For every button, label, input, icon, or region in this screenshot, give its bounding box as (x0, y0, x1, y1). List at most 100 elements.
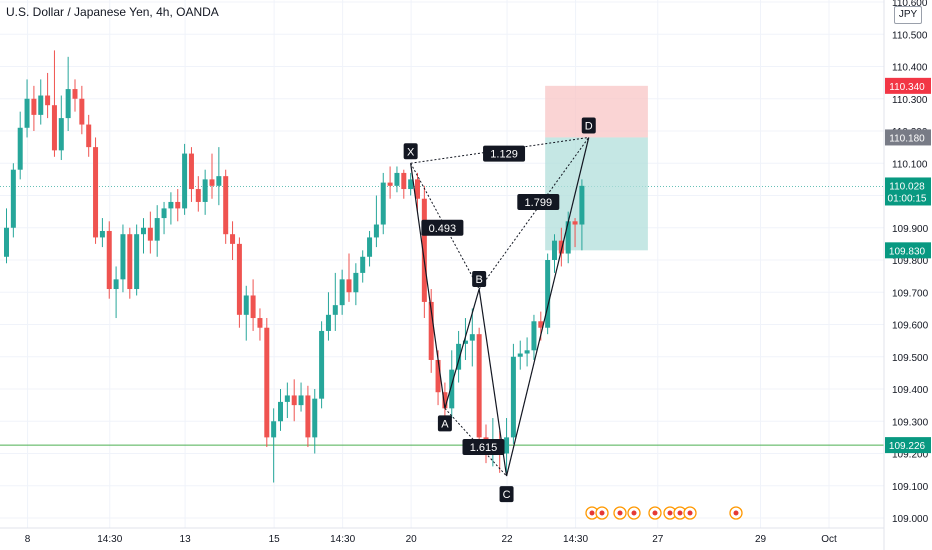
candle-body (353, 272, 359, 293)
event-dot-icon (652, 510, 658, 516)
candle-body (127, 234, 133, 290)
pattern-point-box[interactable] (437, 415, 452, 432)
event-icons-layer[interactable] (585, 506, 743, 520)
price-label-box[interactable] (885, 77, 931, 94)
price-label-box[interactable] (885, 177, 931, 206)
candle-body (72, 89, 78, 99)
price-tick-label: 109.700 (892, 288, 929, 299)
price-tick-label: 110.300 (892, 95, 928, 106)
candle-body (209, 179, 215, 186)
candle-body (168, 201, 174, 209)
candle-body (264, 327, 270, 438)
price-label: 109.226 (889, 441, 926, 452)
candle-body (421, 198, 427, 302)
candle-body (325, 314, 331, 331)
pattern-leg-XA[interactable] (410, 163, 446, 409)
candle-body (120, 234, 126, 280)
price-label: 110.340 (889, 82, 925, 93)
candle-body (312, 398, 318, 438)
time-tick-label: 14:30 (563, 534, 588, 545)
price-tick-label: 110.600 (892, 0, 928, 9)
price-tick-label: 110.100 (892, 159, 928, 170)
horizontal-line-layer[interactable] (0, 185, 884, 446)
candle-body (99, 230, 105, 238)
time-tick-label: 14:30 (330, 534, 355, 545)
ratio-label: 0.493 (429, 223, 457, 235)
candle-body (17, 127, 23, 170)
short-position-tool[interactable] (545, 85, 648, 251)
event-dot-icon (589, 510, 595, 516)
price-tick-label: 110.400 (892, 63, 928, 74)
candle-body (58, 118, 64, 151)
price-axis[interactable]: 109.000 109.100 109.200 109.300 109.400 109.5… (883, 0, 931, 550)
ratio-label-box[interactable] (462, 439, 505, 456)
ratio-label-box[interactable] (483, 145, 526, 162)
take-profit-zone[interactable] (545, 137, 648, 251)
pattern-point-label: B (475, 274, 482, 286)
pattern-leg-AB[interactable] (444, 288, 480, 409)
chart-title: U.S. Dollar / Japanese Yen, 4h, OANDA (6, 5, 219, 19)
event-dot-icon (667, 510, 673, 516)
candle-body (538, 321, 544, 328)
candle-body (230, 234, 236, 244)
price-label-box[interactable] (885, 437, 931, 454)
candle-body (476, 334, 482, 438)
candle-body (380, 182, 386, 225)
candle-body (504, 437, 510, 454)
currency-badge[interactable]: JPY (894, 6, 922, 24)
candle-body (387, 182, 393, 186)
candle-body (545, 260, 551, 328)
stop-loss-zone[interactable] (545, 85, 648, 138)
ratio-label-box[interactable] (517, 193, 560, 210)
candles-layer (4, 50, 585, 483)
candle-body (134, 234, 140, 290)
candle-body (291, 395, 297, 406)
price-tick-label: 109.400 (892, 385, 929, 396)
ratio-label: 1.129 (490, 149, 518, 161)
pattern-leg-CD[interactable] (505, 137, 590, 477)
pattern-point-box[interactable] (499, 486, 514, 503)
candle-body (469, 334, 475, 341)
candle-body (339, 279, 345, 306)
event-dot-icon (599, 510, 605, 516)
candle-body (284, 395, 290, 402)
price-tick-label: 109.500 (892, 353, 929, 364)
candle-body (579, 185, 585, 225)
pattern-point-box[interactable] (403, 143, 418, 160)
time-tick-label: 27 (652, 534, 664, 545)
time-axis[interactable]: 8 14:30 13 15 14:30 20 22 14:30 27 29 Oct (0, 527, 884, 545)
candle-body (346, 279, 352, 293)
candle-body (428, 301, 434, 360)
candle-body (188, 153, 194, 190)
time-tick-label: 8 (25, 534, 31, 545)
harmonic-pattern-layer[interactable]: 1.129 0.493 1.799 1.615 X A B C D (403, 117, 596, 503)
ratio-label-box[interactable] (421, 219, 464, 236)
pattern-point-label: X (407, 146, 415, 158)
candle-body (31, 98, 37, 115)
candle-body (332, 305, 338, 315)
candle-body (558, 240, 564, 254)
candle-body (517, 353, 523, 357)
candle-body (182, 153, 188, 209)
candle-body (531, 321, 537, 351)
time-tick-label: 22 (501, 534, 513, 545)
candle-body (202, 179, 208, 202)
candle-body (147, 227, 153, 241)
time-tick-label: 13 (180, 534, 192, 545)
price-label: 109.830 (889, 246, 926, 257)
candle-body (360, 256, 366, 273)
pattern-point-box[interactable] (472, 271, 487, 288)
price-label-box[interactable] (885, 242, 931, 259)
pattern-point-box[interactable] (581, 117, 596, 134)
candle-body (257, 318, 263, 328)
event-dot-icon (631, 510, 637, 516)
candle-body (51, 105, 57, 151)
candle-body (10, 169, 16, 228)
candle-body (38, 95, 44, 115)
candle-body (462, 340, 468, 344)
candle-body (449, 369, 455, 409)
candle-body (24, 98, 30, 128)
price-label-box[interactable] (885, 129, 931, 146)
candle-body (552, 240, 557, 260)
